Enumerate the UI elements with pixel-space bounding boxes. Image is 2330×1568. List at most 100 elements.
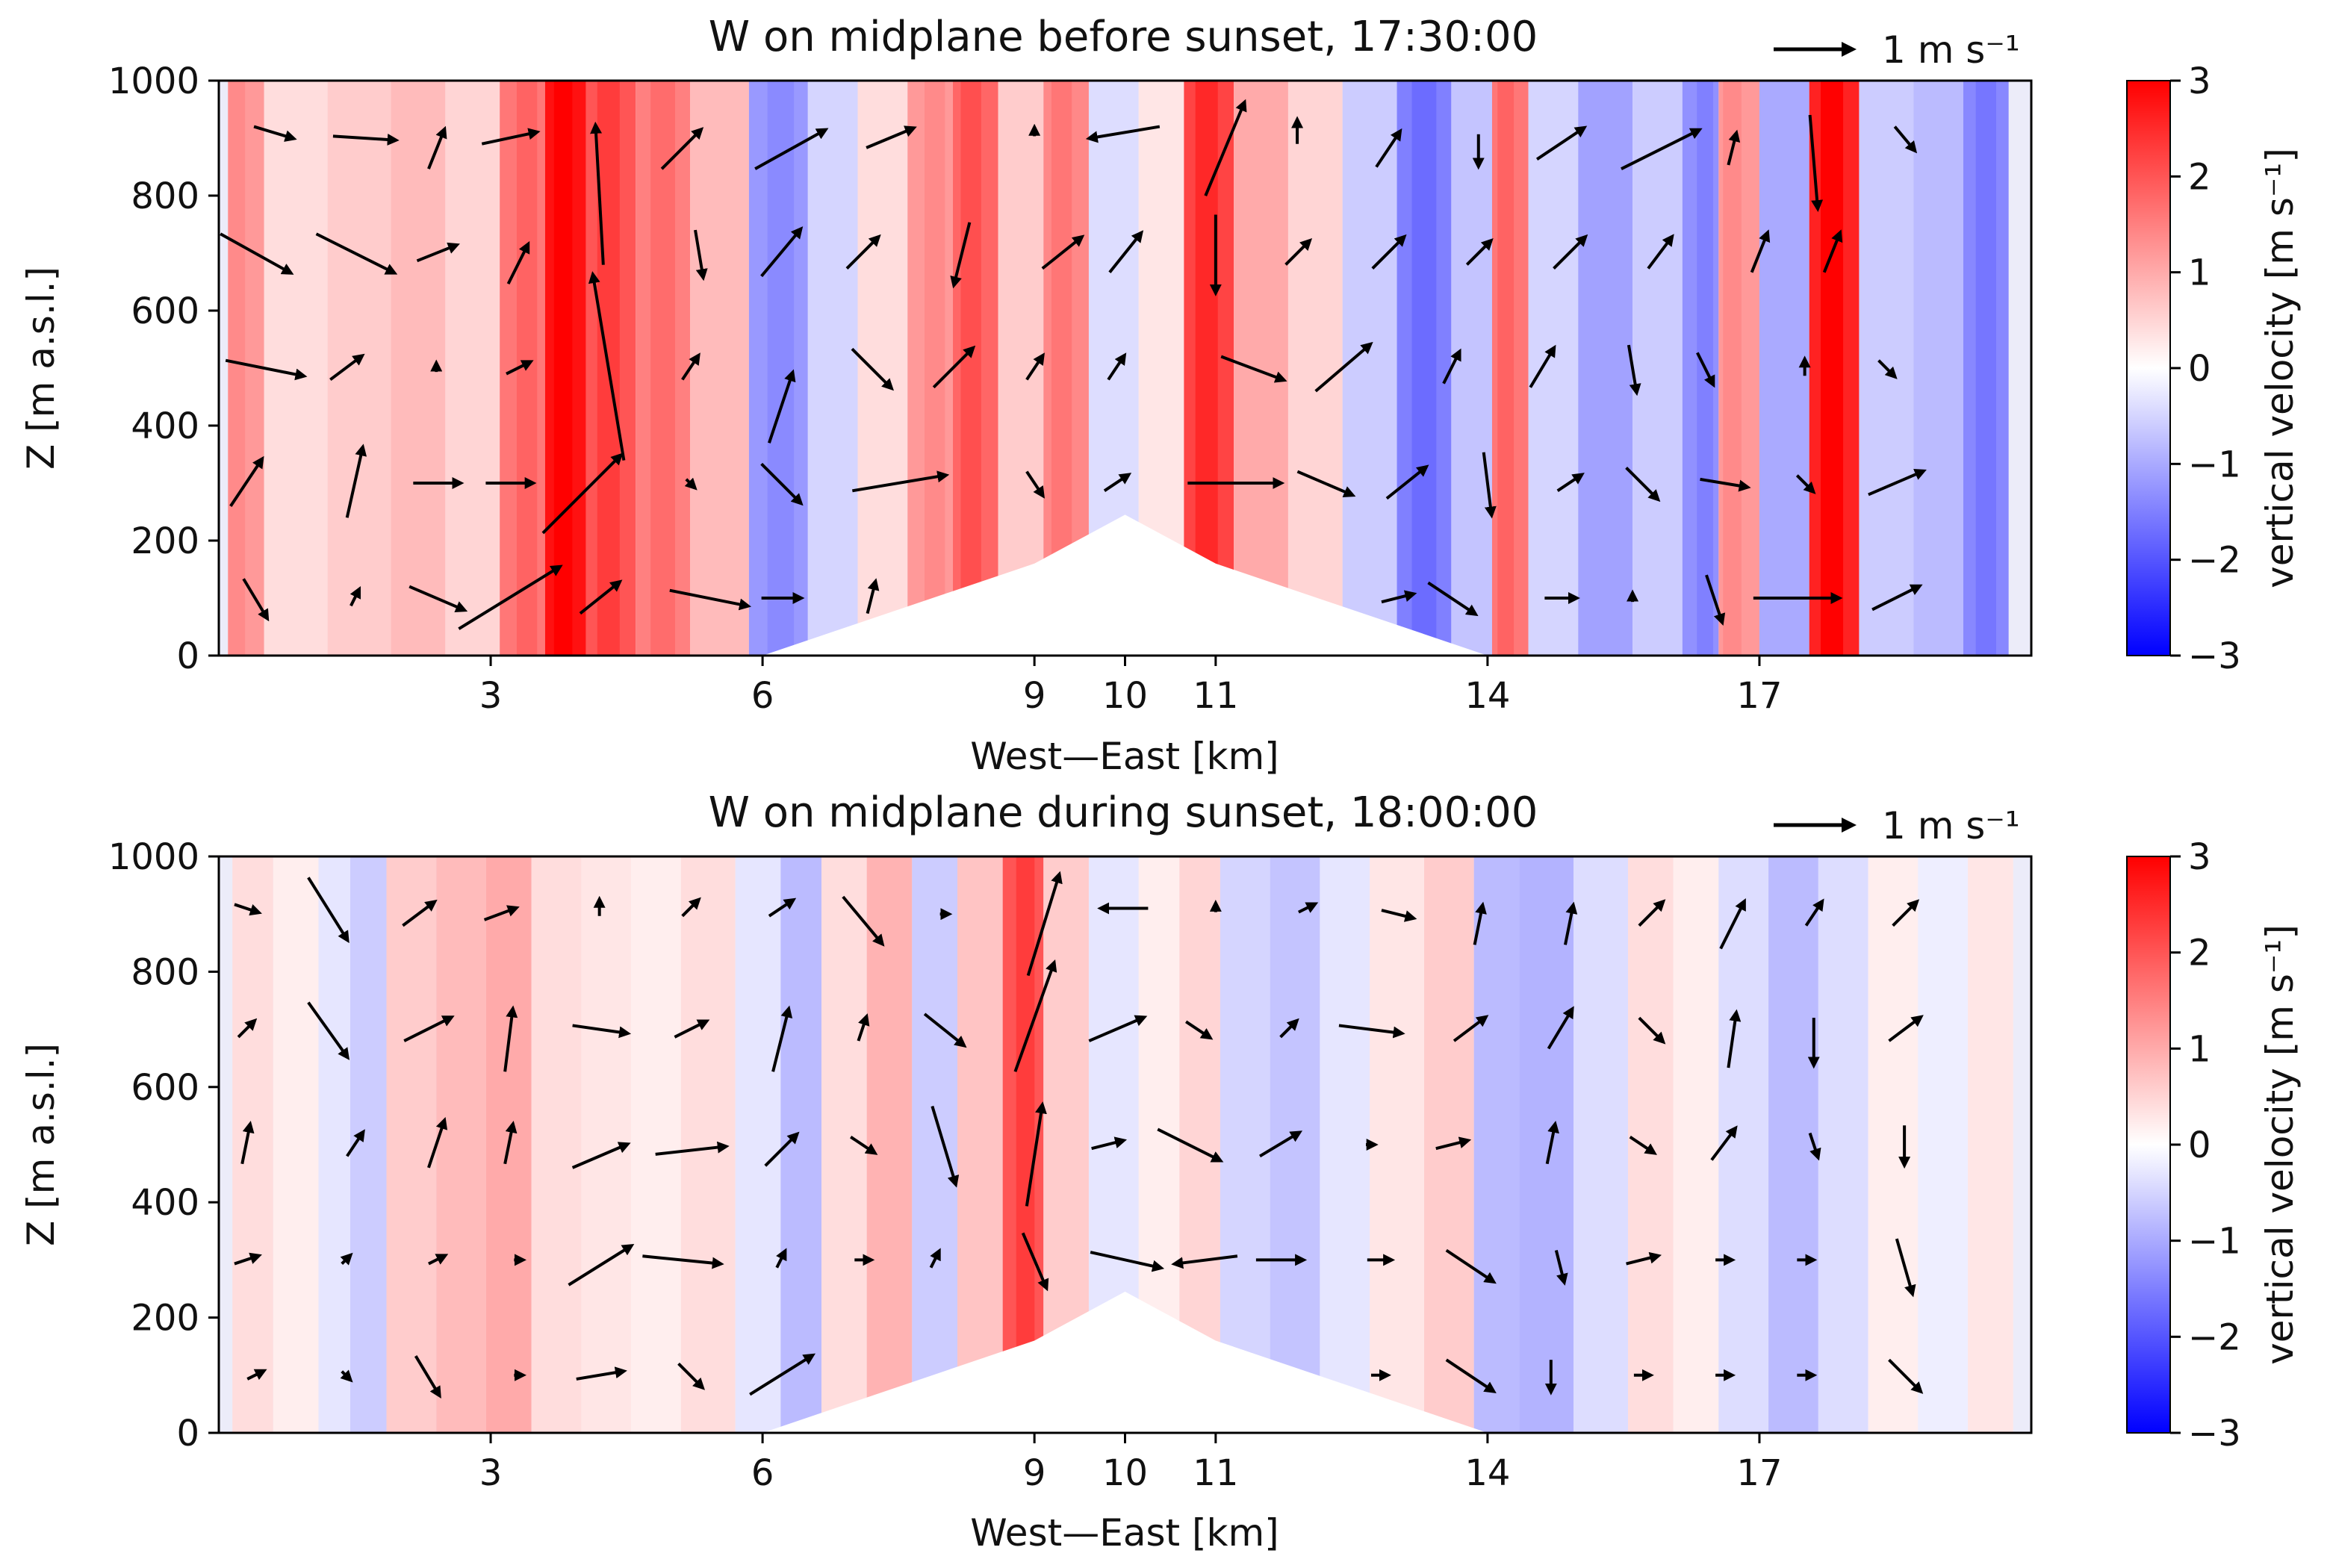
wind-arrow bbox=[1545, 1120, 1559, 1165]
wind-arrow bbox=[851, 347, 894, 391]
colorbar-tick-label: −1 bbox=[2188, 1221, 2241, 1263]
terrain bbox=[219, 514, 2031, 656]
w-band bbox=[631, 856, 681, 1433]
wind-arrow bbox=[1453, 1015, 1489, 1042]
x-tick-label: 11 bbox=[1193, 1452, 1238, 1494]
wind-arrow bbox=[1893, 125, 1918, 154]
wind-arrow bbox=[660, 127, 704, 170]
wind-arrow bbox=[851, 470, 950, 493]
y-tick-label: 200 bbox=[131, 520, 199, 562]
wind-arrow bbox=[307, 877, 350, 944]
wind-arrow bbox=[240, 1120, 255, 1165]
wind-arrow bbox=[246, 1369, 267, 1381]
w-core bbox=[1016, 856, 1035, 1433]
wind-arrow bbox=[315, 232, 398, 275]
wind-arrow bbox=[1220, 355, 1287, 383]
wind-arrow bbox=[1338, 1024, 1405, 1039]
y-tick-label: 200 bbox=[131, 1298, 199, 1340]
x-tick-label: 9 bbox=[1023, 1452, 1046, 1494]
wind-arrow bbox=[1204, 99, 1247, 196]
wind-arrow bbox=[1465, 238, 1494, 266]
wind-arrow bbox=[760, 462, 804, 506]
panel-title: W on midplane during sunset, 18:00:00 bbox=[709, 788, 1538, 837]
w-band bbox=[912, 856, 958, 1433]
wind-arrow bbox=[1888, 1358, 1924, 1394]
y-tick-label: 800 bbox=[131, 951, 199, 993]
wind-arrow bbox=[845, 234, 881, 270]
plot-area bbox=[219, 856, 2031, 1433]
x-tick-label: 14 bbox=[1464, 675, 1510, 717]
wind-arrow bbox=[1638, 1016, 1666, 1045]
w-core bbox=[1723, 81, 1742, 656]
y-tick-label: 800 bbox=[131, 175, 199, 217]
wind-arrow bbox=[237, 1018, 258, 1039]
w-band bbox=[1528, 81, 1579, 656]
wind-arrow bbox=[1621, 128, 1703, 170]
wind-arrow bbox=[1013, 959, 1057, 1072]
x-axis: 3 6 9 10 11 14 17 bbox=[479, 1433, 1782, 1494]
wind-arrow bbox=[345, 444, 367, 518]
wind-arrow bbox=[1314, 341, 1373, 393]
w-band bbox=[1768, 856, 1818, 1433]
colorbar-gradient bbox=[2126, 856, 2171, 1434]
wind-arrow bbox=[427, 125, 447, 169]
w-core bbox=[553, 81, 573, 656]
w-core bbox=[767, 81, 795, 656]
wind-arrow bbox=[1892, 899, 1920, 927]
colorbar-label: vertical velocity [m s⁻¹] bbox=[2258, 148, 2302, 588]
wind-arrow bbox=[503, 1005, 518, 1072]
quiver-key: 1 m s⁻¹ bbox=[1774, 804, 2020, 847]
wind-arrow bbox=[579, 579, 623, 615]
w-band bbox=[807, 81, 858, 656]
w-band bbox=[1718, 856, 1769, 1433]
wind-arrow bbox=[1088, 1015, 1148, 1042]
w-band bbox=[1632, 81, 1683, 656]
wind-arrow bbox=[1298, 902, 1319, 914]
wind-arrow bbox=[506, 240, 530, 285]
y-tick-label: 0 bbox=[176, 635, 199, 677]
w-band bbox=[1234, 81, 1288, 656]
wind-arrow bbox=[571, 1142, 631, 1169]
wind-arrow bbox=[768, 369, 796, 444]
wind-arrow bbox=[1871, 584, 1923, 612]
wind-arrow bbox=[329, 353, 365, 382]
wind-arrow bbox=[242, 578, 270, 622]
wind-arrow bbox=[642, 1254, 724, 1269]
x-tick-label: 3 bbox=[479, 675, 503, 717]
wind-arrow bbox=[1627, 344, 1641, 396]
wind-arrow bbox=[1553, 234, 1588, 270]
y-tick-label: 400 bbox=[131, 1182, 199, 1224]
w-band bbox=[1287, 81, 1343, 656]
w-core bbox=[229, 81, 246, 656]
wind-arrow bbox=[1556, 473, 1585, 492]
wind-arrow bbox=[340, 1369, 353, 1383]
plot-area bbox=[219, 81, 2031, 656]
wind-arrow bbox=[669, 588, 752, 611]
w-band bbox=[857, 81, 908, 656]
wind-arrow bbox=[350, 585, 361, 607]
wind-arrow bbox=[1259, 1130, 1303, 1158]
wind-arrow bbox=[588, 271, 626, 461]
w-band bbox=[1673, 856, 1719, 1433]
wind-arrow bbox=[1090, 1251, 1165, 1272]
x-tick-label: 9 bbox=[1023, 675, 1046, 717]
panel-title: W on midplane before sunset, 17:30:00 bbox=[709, 13, 1538, 61]
y-tick-label: 1000 bbox=[108, 836, 199, 878]
wind-arrow bbox=[923, 1012, 967, 1048]
wind-arrow bbox=[1091, 1136, 1128, 1151]
w-core bbox=[1411, 81, 1437, 656]
wind-arrow bbox=[576, 1366, 627, 1381]
colorbar-tick-label: −3 bbox=[2188, 635, 2241, 677]
wind-arrow bbox=[681, 897, 701, 918]
wind-arrow bbox=[768, 897, 797, 918]
wind-arrow bbox=[1171, 1254, 1238, 1269]
wind-arrow bbox=[568, 1243, 635, 1287]
wind-arrow bbox=[1025, 1101, 1047, 1207]
colorbar-ticks: 3 2 1 0 −1 −2 −3 bbox=[2170, 836, 2241, 1455]
w-band bbox=[957, 856, 1003, 1433]
wind-arrow bbox=[1727, 129, 1741, 166]
w-band bbox=[386, 856, 437, 1433]
y-axis: 0 200 400 600 800 1000 bbox=[108, 60, 219, 677]
wind-arrow bbox=[1625, 466, 1661, 503]
